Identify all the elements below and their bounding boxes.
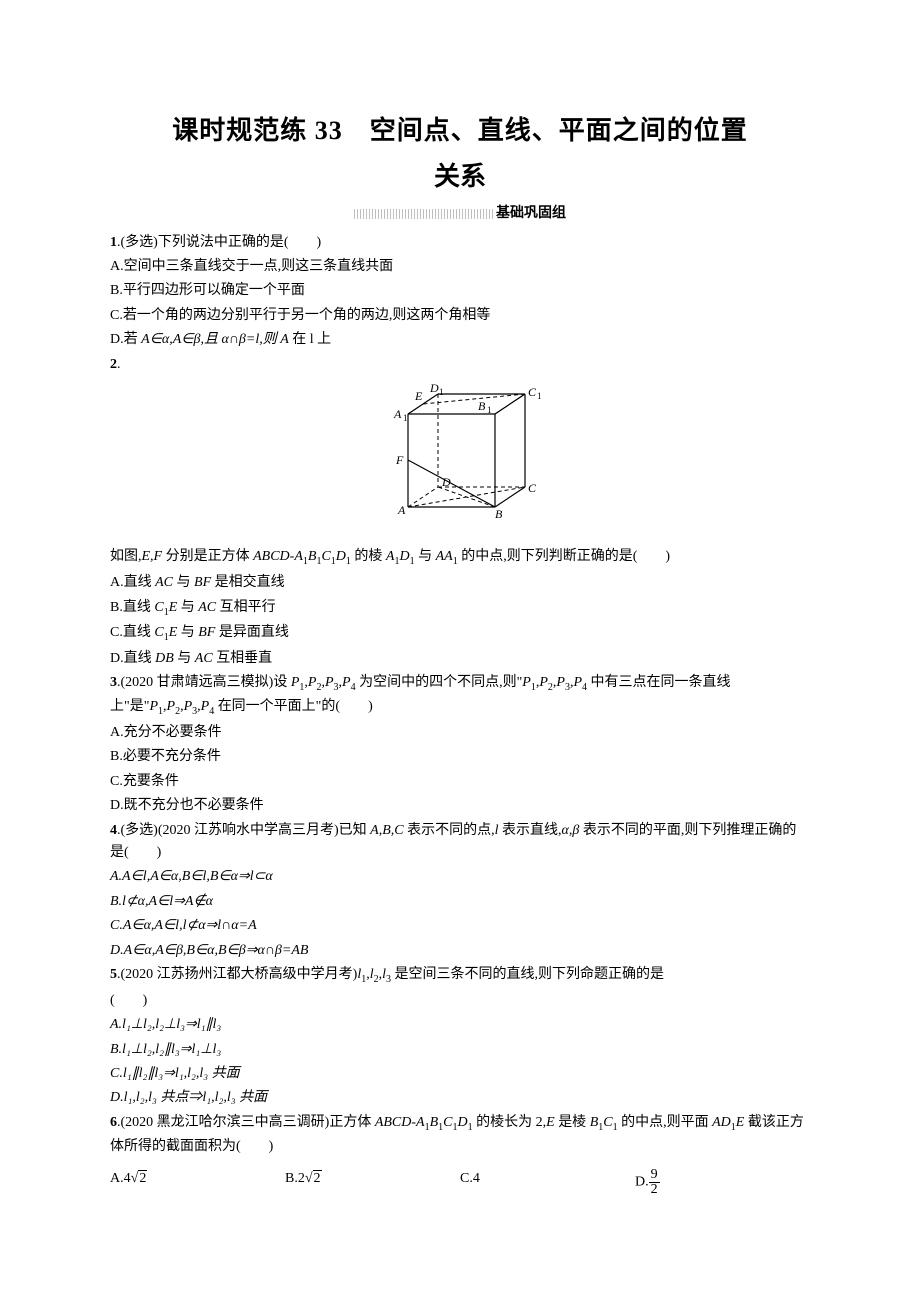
section-header-text: 基础巩固组	[496, 206, 566, 221]
svg-text:1: 1	[439, 387, 444, 397]
q3-option-a: A.充分不必要条件	[110, 722, 810, 744]
q2-option-c: C.直线 C1E 与 BF 是异面直线	[110, 622, 810, 646]
q1-option-a: A.空间中三条直线交于一点,则这三条直线共面	[110, 256, 810, 278]
q5-option-b: B.l₁⊥l₂,l₂∥l₃⇒l₁⊥l₃	[110, 1039, 810, 1061]
section-header: 基础巩固组	[110, 203, 810, 225]
q3-number: 3	[110, 675, 117, 690]
q2-option-a: A.直线 AC 与 BF 是相交直线	[110, 572, 810, 594]
svg-text:1: 1	[403, 413, 408, 423]
svg-text:E: E	[414, 389, 423, 403]
q4-stem: 4.(多选)(2020 江苏响水中学高三月考)已知 A,B,C 表示不同的点,l…	[110, 820, 810, 865]
q3-option-c: C.充要条件	[110, 771, 810, 793]
cube-diagram: D1 C1 A1 B1 E F D C A B	[360, 382, 560, 532]
q6-option-d: D.92	[635, 1168, 810, 1197]
q4-option-d: D.A∈α,A∈β,B∈α,B∈β⇒α∩β=AB	[110, 940, 810, 962]
q5-option-a: A.l₁⊥l₂,l₂⊥l₃⇒l₁∥l₃	[110, 1014, 810, 1036]
q2-number: 2	[110, 357, 117, 372]
svg-text:D: D	[429, 382, 439, 395]
svg-text:1: 1	[537, 391, 542, 401]
q6-option-c: C.4	[460, 1168, 635, 1197]
q5-option-c: C.l₁∥l₂∥l₃⇒l₁,l₂,l₃ 共面	[110, 1063, 810, 1085]
section-line-decoration	[354, 209, 494, 219]
q6-number: 6	[110, 1115, 117, 1130]
q4-number: 4	[110, 823, 117, 838]
svg-text:B: B	[495, 507, 503, 521]
svg-text:C: C	[528, 385, 537, 399]
q5-number: 5	[110, 967, 117, 982]
q5-blank: ( )	[110, 990, 810, 1012]
q6-stem: 6.(2020 黑龙江哈尔滨三中高三调研)正方体 ABCD-A1B1C1D1 的…	[110, 1112, 810, 1158]
q1-text: .(多选)下列说法中正确的是( )	[117, 235, 321, 250]
q1-option-c: C.若一个角的两边分别平行于另一个角的两边,则这两个角相等	[110, 305, 810, 327]
page-title: 课时规范练 33 空间点、直线、平面之间的位置	[110, 110, 810, 152]
page-title-sub: 关系	[110, 156, 810, 198]
svg-text:A: A	[393, 407, 402, 421]
q1-number: 1	[110, 235, 117, 250]
q1-option-d: D.若 A∈α,A∈β,且 α∩β=l,则 A 在 l 上	[110, 329, 810, 351]
q2-figure: D1 C1 A1 B1 E F D C A B	[110, 382, 810, 540]
svg-text:F: F	[395, 453, 404, 467]
q3-option-b: B.必要不充分条件	[110, 746, 810, 768]
svg-text:B: B	[478, 399, 486, 413]
q5-option-d: D.l₁,l₂,l₃ 共点⇒l₁,l₂,l₃ 共面	[110, 1087, 810, 1109]
q5-stem: 5.(2020 江苏扬州江都大桥高级中学月考)l1,l2,l3 是空间三条不同的…	[110, 964, 810, 988]
q6-options: A.42 B.22 C.4 D.92	[110, 1168, 810, 1197]
svg-text:C: C	[528, 481, 537, 495]
q4-option-b: B.l⊄α,A∈l⇒A∉α	[110, 891, 810, 913]
q6-option-b: B.22	[285, 1168, 460, 1197]
svg-text:1: 1	[487, 405, 492, 415]
svg-text:D: D	[441, 475, 451, 489]
q1-option-b: B.平行四边形可以确定一个平面	[110, 280, 810, 302]
q2-stem: 如图,E,F 分别是正方体 ABCD-A1B1C1D1 的棱 A1D1 与 AA…	[110, 546, 810, 570]
q1-stem: 1.(多选)下列说法中正确的是( )	[110, 232, 810, 254]
q3-option-d: D.既不充分也不必要条件	[110, 795, 810, 817]
svg-text:A: A	[397, 503, 406, 517]
q2-option-b: B.直线 C1E 与 AC 互相平行	[110, 597, 810, 621]
q6-option-a: A.42	[110, 1168, 285, 1197]
q2-option-d: D.直线 DB 与 AC 互相垂直	[110, 648, 810, 670]
q2-number-line: 2.	[110, 354, 810, 376]
q4-option-c: C.A∈α,A∈l,l⊄α⇒l∩α=A	[110, 915, 810, 937]
q4-option-a: A.A∈l,A∈α,B∈l,B∈α⇒l⊂α	[110, 866, 810, 888]
q3-stem: 3.(2020 甘肃靖远高三模拟)设 P1,P2,P3,P4 为空间中的四个不同…	[110, 672, 810, 720]
